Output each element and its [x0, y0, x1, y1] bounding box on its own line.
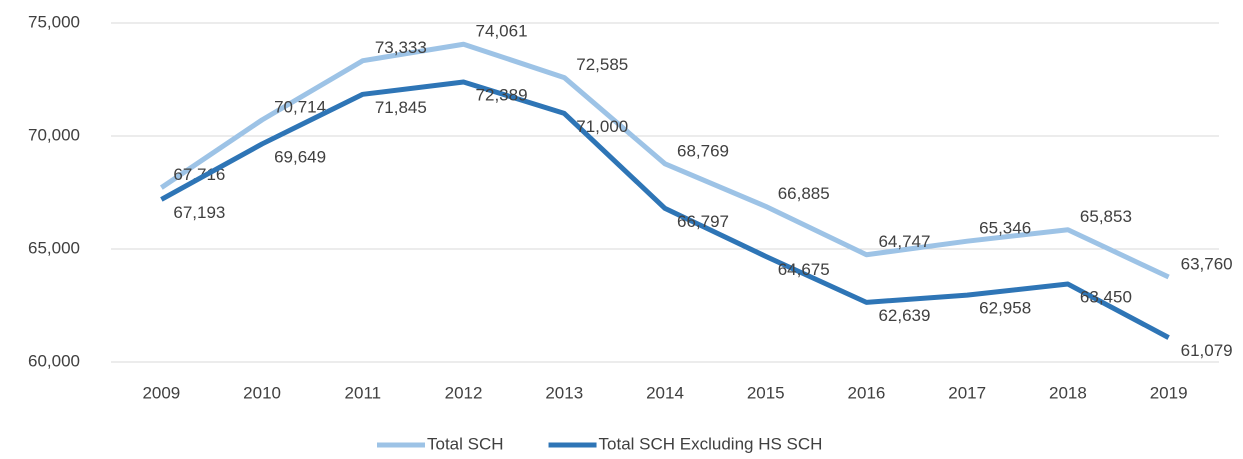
data-label: 71,000	[576, 117, 628, 136]
data-label: 67,193	[173, 203, 225, 222]
data-label: 70,714	[274, 97, 326, 116]
x-tick-label: 2012	[445, 383, 483, 402]
y-tick-label: 75,000	[28, 12, 80, 31]
data-label: 69,649	[274, 147, 326, 166]
data-label: 65,346	[979, 219, 1031, 238]
x-tick-label: 2009	[142, 383, 180, 402]
data-label: 63,450	[1080, 288, 1132, 307]
legend-label: Total SCH	[427, 434, 504, 453]
data-label: 63,760	[1181, 255, 1233, 274]
y-tick-label: 65,000	[28, 238, 80, 257]
x-tick-label: 2011	[345, 383, 382, 402]
x-tick-label: 2016	[848, 383, 886, 402]
data-label: 66,797	[677, 212, 729, 231]
y-tick-label: 70,000	[28, 125, 80, 144]
data-label: 68,769	[677, 141, 729, 160]
data-label: 72,585	[576, 55, 628, 74]
x-tick-label: 2014	[646, 383, 684, 402]
data-label: 64,747	[878, 232, 930, 251]
x-tick-label: 2017	[948, 383, 986, 402]
y-tick-label: 60,000	[28, 351, 80, 370]
data-label: 62,639	[878, 306, 930, 325]
data-label: 62,958	[979, 299, 1031, 318]
data-label: 64,675	[778, 260, 830, 279]
x-tick-label: 2010	[243, 383, 281, 402]
line	[160, 79, 1170, 340]
data-label: 65,853	[1080, 207, 1132, 226]
x-tick-label: 2019	[1150, 383, 1188, 402]
data-label: 61,079	[1181, 341, 1233, 360]
x-tick-label: 2015	[747, 383, 785, 402]
x-tick-label: 2018	[1049, 383, 1087, 402]
line	[159, 41, 1170, 280]
data-label: 73,333	[375, 38, 427, 57]
data-label: 72,389	[476, 85, 528, 104]
data-label: 74,061	[476, 22, 528, 41]
legend-label: Total SCH Excluding HS SCH	[599, 434, 823, 453]
data-label: 71,845	[375, 98, 427, 117]
data-label: 66,885	[778, 184, 830, 203]
x-tick-label: 2013	[545, 383, 583, 402]
